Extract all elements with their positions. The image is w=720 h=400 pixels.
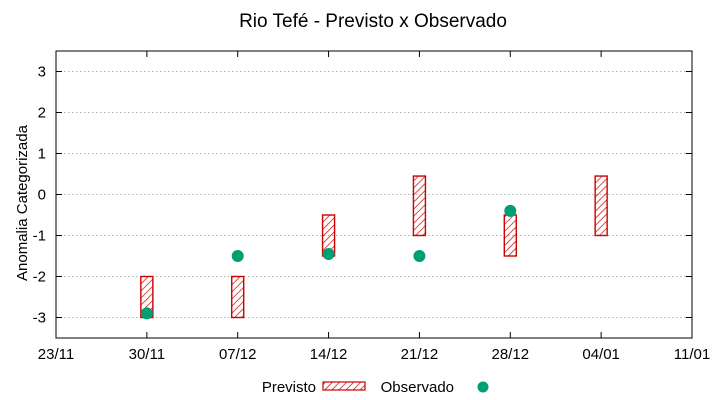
observado-point [231, 250, 244, 262]
y-axis-label: Anomalia Categorizada [14, 124, 31, 281]
y-tick-label: -1 [33, 228, 46, 245]
plot-frame [55, 50, 693, 339]
x-axis: 23/11 30/11 07/12 14/12 21/12 28/12 04/01 11/01 [38, 51, 710, 363]
x-tick-label: 11/01 [674, 346, 710, 363]
y-tick-label: 1 [38, 146, 46, 163]
observado-point [140, 307, 153, 320]
y-tick-label: 3 [38, 64, 46, 81]
legend-previsto-label: Previsto [262, 379, 316, 396]
y-tick-label: 2 [38, 105, 46, 122]
data-marks [140, 175, 608, 320]
y-tick-label: -3 [33, 310, 46, 327]
legend-observado-marker [477, 381, 489, 393]
y-tick-label: -2 [33, 269, 46, 286]
x-tick-label: 14/12 [310, 346, 348, 363]
observado-point [322, 247, 335, 260]
y-axis: -3 -2 -1 0 1 2 3 [33, 64, 692, 327]
x-tick-label: 28/12 [492, 346, 530, 363]
chart-title: Rio Tefé - Previsto x Observado [239, 11, 507, 32]
x-tick-label: 07/12 [219, 346, 257, 363]
previsto-range-bar [594, 175, 608, 237]
legend-previsto-swatch [322, 381, 366, 391]
legend-observado-label: Observado [381, 379, 454, 396]
observado-point [413, 250, 426, 262]
x-tick-label: 30/11 [129, 346, 165, 363]
previsto-range-bar [231, 275, 245, 319]
previsto-range-bar [412, 175, 427, 237]
previsto-range-bar [503, 214, 517, 257]
x-tick-label: 21/12 [401, 346, 439, 363]
observado-point [504, 204, 517, 217]
y-tick-label: 0 [38, 187, 46, 204]
legend: Previsto Observado [262, 379, 489, 396]
x-tick-label: 04/01 [582, 346, 620, 363]
x-tick-label: 23/11 [38, 346, 74, 363]
